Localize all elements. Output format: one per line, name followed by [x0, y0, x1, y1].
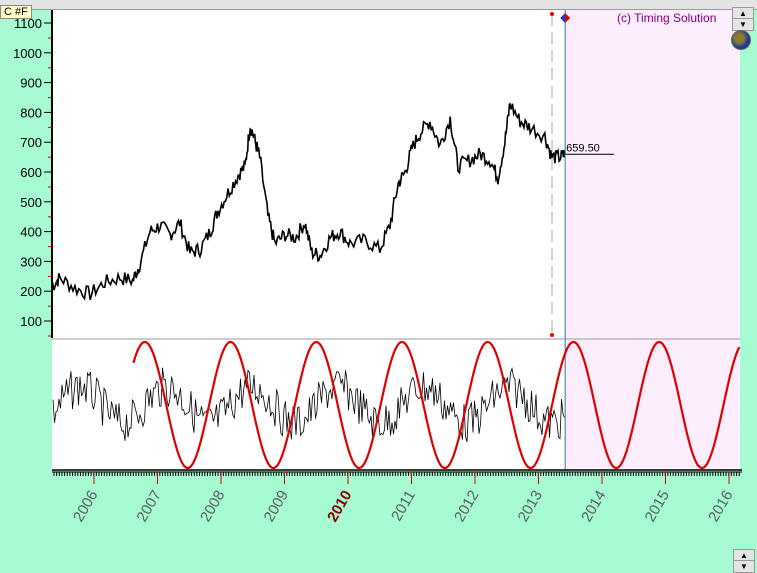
bottom-scroll-down-button[interactable]: ▼: [733, 560, 755, 573]
scroll-down-button[interactable]: ▼: [732, 18, 754, 31]
diamond-marker-icon: [565, 13, 571, 23]
x-tick-label: 2014: [578, 488, 609, 525]
y-tick-label: 400: [20, 225, 42, 240]
x-tick-label: 2009: [261, 488, 292, 525]
globe-icon[interactable]: [731, 30, 751, 50]
y-tick-label: 500: [20, 195, 42, 210]
x-tick-label: 2012: [451, 488, 482, 525]
marker-dot: [550, 333, 554, 337]
price-line: [51, 102, 566, 301]
marker-dot: [550, 12, 554, 16]
x-tick-label: 2013: [515, 488, 546, 525]
y-tick-label: 100: [20, 314, 42, 329]
y-tick-label: 800: [20, 105, 42, 120]
y-tick-label: 900: [20, 76, 42, 91]
x-tick-label: 2016: [705, 488, 736, 525]
copyright-label: (c) Timing Solution: [617, 11, 717, 25]
y-tick-label: 300: [20, 254, 42, 269]
x-tick-label: 2015: [642, 488, 673, 525]
oscillator-line: [52, 366, 565, 443]
price-label: 659.50: [566, 142, 600, 154]
chart-tag: C #F: [0, 5, 32, 19]
y-tick-label: 200: [20, 284, 42, 299]
top-bar: [0, 0, 757, 10]
y-tick-label: 700: [20, 135, 42, 150]
cycle-line: [132, 340, 741, 470]
x-tick-label: 2007: [134, 488, 165, 525]
diamond-marker-icon: [560, 13, 566, 23]
x-tick-label: 2010: [324, 488, 355, 525]
y-tick-label: 600: [20, 165, 42, 180]
y-tick-label: 1000: [13, 46, 42, 61]
x-tick-label: 2006: [70, 488, 101, 525]
x-tick-label: 2008: [197, 488, 228, 525]
y-tick-label: 1100: [14, 16, 42, 31]
forecast-area: [565, 10, 740, 470]
x-tick-label: 2011: [388, 488, 419, 524]
